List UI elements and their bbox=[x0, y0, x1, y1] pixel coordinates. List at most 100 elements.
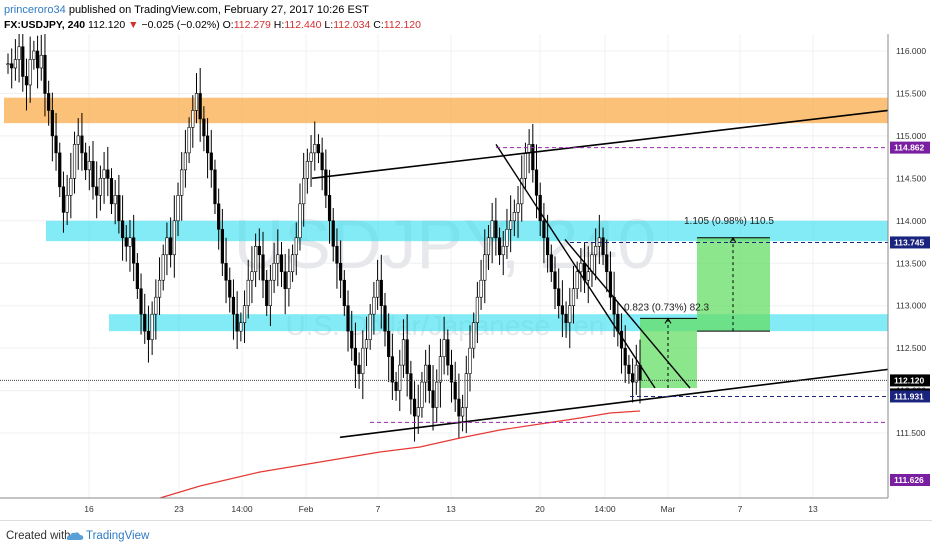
candle-body bbox=[546, 237, 550, 256]
candle-body bbox=[169, 237, 173, 256]
x-tick-label: Feb bbox=[299, 504, 314, 514]
candle-body bbox=[13, 59, 17, 69]
footer: Created with TradingView bbox=[0, 520, 932, 551]
tradingview-link[interactable]: TradingView bbox=[86, 530, 150, 542]
candle-body bbox=[39, 54, 43, 69]
high-label: H: bbox=[270, 19, 285, 31]
candle-body bbox=[298, 203, 302, 239]
candle-body bbox=[135, 262, 139, 290]
candle-body bbox=[353, 347, 358, 366]
candle-body bbox=[557, 288, 561, 307]
candle-body bbox=[490, 220, 494, 239]
candle-body bbox=[590, 254, 594, 273]
candle-body bbox=[143, 313, 147, 332]
candle-body bbox=[72, 144, 77, 179]
candle-body bbox=[220, 228, 224, 264]
x-tick-label: 13 bbox=[446, 504, 456, 514]
tradingview-cloud-icon[interactable] bbox=[66, 529, 84, 543]
price-tag-label: 114.862 bbox=[894, 143, 925, 153]
candle-body bbox=[457, 398, 461, 417]
created-with-label: Created with bbox=[6, 530, 71, 542]
open-label: O: bbox=[222, 19, 234, 31]
target-2-arrowhead bbox=[729, 236, 737, 244]
candle-body bbox=[309, 152, 313, 162]
candle-body bbox=[350, 330, 354, 349]
candle-body bbox=[431, 390, 435, 408]
candle-body bbox=[117, 195, 121, 222]
candle-body bbox=[154, 296, 158, 315]
candle-body bbox=[305, 161, 309, 179]
ohlc-line: FX:USDJPY, 240 112.120 ▼ −0.025 (−0.02%)… bbox=[4, 19, 421, 31]
candle-body bbox=[486, 237, 491, 256]
open-value: 112.279 bbox=[233, 19, 271, 31]
moving-average-line bbox=[159, 410, 641, 499]
symbol-label: FX:USDJPY, 240 bbox=[4, 19, 86, 31]
candle-body bbox=[157, 279, 162, 298]
x-tick-label: 16 bbox=[84, 504, 94, 514]
candle-body bbox=[571, 288, 576, 307]
candle-body bbox=[472, 322, 476, 349]
candle-body bbox=[405, 339, 409, 374]
y-tick-label: 115.000 bbox=[896, 131, 926, 141]
candle-body bbox=[361, 347, 365, 374]
candle-body bbox=[302, 178, 306, 205]
candle-body bbox=[449, 364, 454, 383]
candle-body bbox=[523, 152, 528, 179]
target-box-1 bbox=[640, 318, 697, 389]
candle-body bbox=[102, 169, 106, 179]
candle-body bbox=[283, 271, 287, 290]
x-tick-label: 13 bbox=[808, 504, 818, 514]
price-tag bbox=[890, 236, 930, 249]
candle-body bbox=[250, 271, 254, 281]
author-link[interactable]: princeroro34 bbox=[4, 4, 66, 16]
candle-body bbox=[505, 228, 509, 247]
candle-body bbox=[383, 305, 387, 332]
candle-body bbox=[98, 178, 102, 196]
candle-body bbox=[290, 254, 295, 273]
candle-body bbox=[538, 195, 542, 222]
candle-body bbox=[575, 271, 579, 290]
chart-canvas: USDJPY, 240U.S. Dollar/Japanese Yen0.823… bbox=[0, 21, 932, 514]
candle-body bbox=[398, 364, 402, 391]
candle-body bbox=[468, 347, 472, 374]
descending-line-2 bbox=[564, 239, 691, 389]
candle-body bbox=[35, 50, 40, 69]
candle-body bbox=[65, 195, 69, 213]
candle-body bbox=[246, 279, 250, 307]
candle-body bbox=[161, 254, 165, 281]
candle-body bbox=[394, 381, 398, 391]
publish-line: princeroro34 published on TradingView.co… bbox=[4, 4, 369, 16]
projection-2-label: 1.105 (0.98%) 110.5 bbox=[684, 216, 774, 227]
candle-body bbox=[120, 220, 125, 239]
candle-body bbox=[80, 135, 84, 154]
candle-body bbox=[335, 245, 339, 264]
candle-body bbox=[242, 305, 247, 323]
target-1-arrowhead bbox=[664, 317, 672, 324]
candle-body bbox=[368, 313, 372, 340]
candle-body bbox=[479, 279, 483, 298]
candle-body bbox=[272, 262, 276, 281]
y-axis-background bbox=[888, 34, 932, 498]
candle-body bbox=[113, 195, 117, 205]
down-arrow-icon: ▼ bbox=[128, 19, 139, 31]
demand-zone bbox=[109, 314, 888, 332]
price-tag-label: 112.120 bbox=[894, 375, 925, 385]
candle-body bbox=[265, 279, 269, 307]
candle-body bbox=[276, 254, 280, 264]
candle-body bbox=[213, 169, 217, 205]
candle-body bbox=[401, 339, 406, 366]
x-tick-label: 14:00 bbox=[231, 504, 253, 514]
candle-body bbox=[568, 305, 572, 323]
candle-body bbox=[446, 339, 450, 366]
candle-body bbox=[91, 161, 95, 188]
candle-body bbox=[109, 178, 114, 205]
candle-body bbox=[564, 313, 568, 323]
candle-body bbox=[387, 330, 391, 357]
candle-body bbox=[61, 186, 66, 213]
candle-body bbox=[187, 127, 191, 154]
candle-body bbox=[87, 161, 91, 171]
candle-body bbox=[316, 144, 321, 154]
candle-body bbox=[279, 254, 284, 273]
candle-body bbox=[579, 262, 583, 273]
candle-body bbox=[146, 330, 151, 340]
